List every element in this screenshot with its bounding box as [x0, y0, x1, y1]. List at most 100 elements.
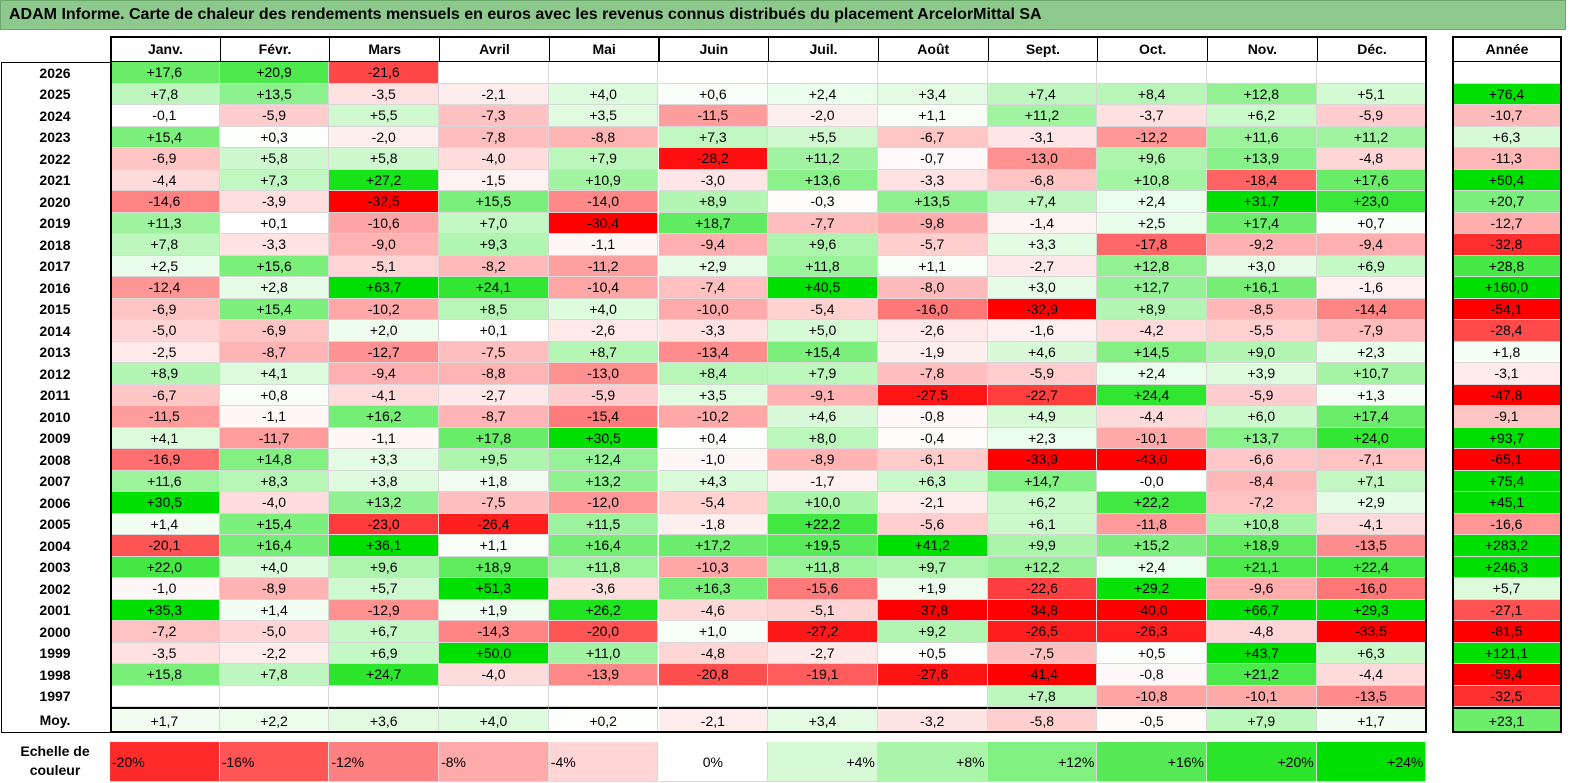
month-header: Août — [877, 36, 989, 62]
heatmap-cell: +11,3 — [110, 212, 220, 234]
heatmap-cell: +15,8 — [110, 664, 220, 686]
scale-swatch: +8% — [877, 742, 988, 782]
heatmap-cell: +2,9 — [1316, 492, 1427, 514]
heatmap-cell: +29,3 — [1316, 599, 1427, 621]
heatmap-cell: +3,0 — [1207, 255, 1317, 277]
heatmap-cell: -20,0 — [548, 621, 659, 643]
heatmap-cell: +2,4 — [1097, 363, 1207, 385]
heatmap-cell: +7,8 — [110, 234, 220, 256]
heatmap-cell: +4,1 — [219, 363, 330, 385]
heatmap-cell: +8,7 — [548, 341, 659, 363]
heatmap-cell: +3,4 — [877, 83, 988, 105]
heatmap-cell: -5,6 — [877, 513, 988, 535]
heatmap-cell: +27,2 — [329, 169, 440, 191]
heatmap-cell: -16,0 — [1316, 578, 1427, 600]
scale-swatch: +16% — [1097, 742, 1207, 782]
row-year-label: 1998 — [2, 664, 108, 686]
heatmap-cell: +17,6 — [110, 62, 220, 84]
year-total-cell: +28,8 — [1452, 255, 1562, 277]
heatmap-cell: +0,1 — [219, 212, 330, 234]
heatmap-cell: -2,1 — [439, 83, 549, 105]
heatmap-cell: +8,5 — [439, 298, 549, 320]
heatmap-cell: +4,0 — [548, 83, 659, 105]
heatmap-cell: +17,4 — [1316, 406, 1427, 428]
heatmap-cell: -7,2 — [1207, 492, 1317, 514]
scale-swatch: -12% — [329, 742, 440, 782]
average-cell: +1,7 — [1316, 707, 1427, 733]
heatmap-cell: -26,5 — [987, 621, 1098, 643]
month-header: Nov. — [1207, 36, 1318, 62]
heatmap-cell: -8,7 — [439, 406, 549, 428]
average-cell: +1,7 — [110, 707, 220, 733]
heatmap-cell: +0,1 — [439, 320, 549, 342]
heatmap-cell: +11,8 — [768, 255, 878, 277]
heatmap-cell: -5,1 — [768, 599, 878, 621]
heatmap-cell: +13,5 — [219, 83, 330, 105]
heatmap-cell: -2,2 — [219, 642, 330, 664]
heatmap-cell: -16,9 — [110, 449, 220, 471]
heatmap-cell: -5,9 — [987, 363, 1098, 385]
heatmap-cell: +5,1 — [1316, 83, 1427, 105]
heatmap-cell: +15,4 — [219, 298, 330, 320]
heatmap-cell: +7,3 — [219, 169, 330, 191]
heatmap-cell: -8,8 — [439, 363, 549, 385]
heatmap-cell: -10,2 — [658, 406, 769, 428]
row-year-label: 2012 — [2, 363, 108, 385]
heatmap-cell: +3,3 — [987, 234, 1098, 256]
heatmap-cell: +22,0 — [110, 556, 220, 578]
heatmap-cell: -5,7 — [877, 234, 988, 256]
heatmap-cell: +12,4 — [548, 449, 659, 471]
month-header: Sept. — [987, 36, 1099, 62]
heatmap-cell: -26,4 — [439, 513, 549, 535]
year-total-cell: -12,7 — [1452, 212, 1562, 234]
heatmap-cell: -13,5 — [1316, 685, 1427, 707]
heatmap-cell: -3,5 — [329, 83, 440, 105]
scale-swatch: +4% — [768, 742, 878, 782]
heatmap-cell: -10,8 — [1097, 685, 1207, 707]
heatmap-cell: +8,9 — [110, 363, 220, 385]
heatmap-cell: +18,7 — [658, 212, 769, 234]
heatmap-cell: -4,4 — [1316, 664, 1427, 686]
heatmap-cell — [768, 62, 878, 84]
year-total-cell: -16,6 — [1452, 513, 1562, 535]
heatmap-cell: -3,5 — [110, 642, 220, 664]
heatmap-cell: +22,4 — [1316, 556, 1427, 578]
heatmap-cell: +13,2 — [548, 470, 659, 492]
heatmap-cell: -3,1 — [987, 126, 1098, 148]
heatmap-cell: +12,8 — [1097, 255, 1207, 277]
heatmap-cell: -20,1 — [110, 535, 220, 557]
heatmap-cell: -4,8 — [1207, 621, 1317, 643]
heatmap-cell: -7,5 — [439, 492, 549, 514]
heatmap-cell: -3,6 — [548, 578, 659, 600]
heatmap-cell: -1,9 — [877, 341, 988, 363]
heatmap-cell: +0,5 — [1097, 642, 1207, 664]
heatmap-cell: -5,9 — [1316, 105, 1427, 127]
heatmap-cell: -32,9 — [987, 298, 1098, 320]
heatmap-cell: -18,4 — [1207, 169, 1317, 191]
heatmap-cell: +4,0 — [219, 556, 330, 578]
heatmap-cell: +11,6 — [110, 470, 220, 492]
heatmap-cell — [658, 685, 769, 707]
heatmap-cell: +15,4 — [768, 341, 878, 363]
heatmap-cell: +0,3 — [219, 126, 330, 148]
heatmap-cell: +19,5 — [768, 535, 878, 557]
heatmap-cell: +9,6 — [768, 234, 878, 256]
heatmap-cell: -12,2 — [1097, 126, 1207, 148]
heatmap-cell: +2,0 — [329, 320, 440, 342]
scale-swatch: +12% — [987, 742, 1098, 782]
heatmap-cell: -9,1 — [768, 384, 878, 406]
heatmap-cell: -14,4 — [1316, 298, 1427, 320]
heatmap-cell: +7,4 — [987, 83, 1098, 105]
heatmap-cell: -13,0 — [987, 148, 1098, 170]
row-year-label: 2020 — [2, 191, 108, 213]
heatmap-cell — [439, 685, 549, 707]
heatmap-cell: +41,2 — [877, 535, 988, 557]
scale-swatch: -16% — [219, 742, 330, 782]
heatmap-cell: -5,4 — [658, 492, 769, 514]
heatmap-cell: +4,6 — [987, 341, 1098, 363]
heatmap-cell: -7,4 — [658, 277, 769, 299]
heatmap-cell: -27,5 — [877, 384, 988, 406]
heatmap-cell: +16,3 — [658, 578, 769, 600]
heatmap-cell: -33,5 — [1316, 621, 1427, 643]
heatmap-cell: +6,2 — [987, 492, 1098, 514]
